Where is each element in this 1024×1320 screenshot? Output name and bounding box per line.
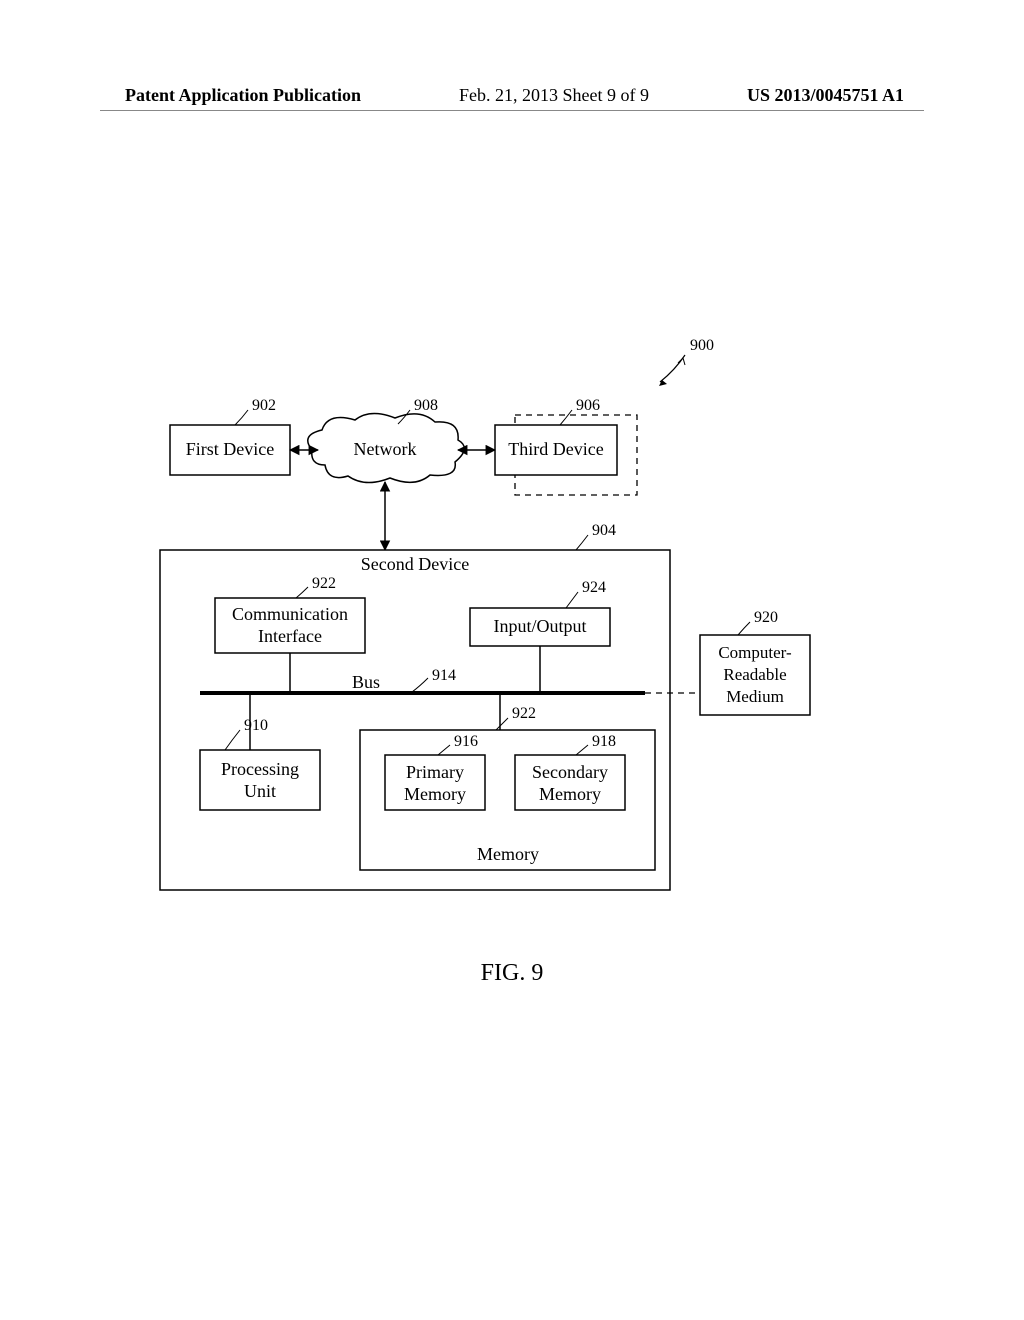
third-device-label: Third Device <box>508 439 603 459</box>
second-device-label: Second Device <box>361 554 469 574</box>
secondary-mem-label1: Secondary <box>532 762 608 782</box>
first-device-label: First Device <box>186 439 274 459</box>
comm-if-label2: Interface <box>258 626 322 646</box>
ref-908: 908 <box>414 397 438 414</box>
ref-924: 924 <box>582 579 606 596</box>
primary-mem-label2: Memory <box>404 784 466 804</box>
io-label: Input/Output <box>494 616 587 636</box>
first-device-node: First Device 902 <box>170 397 290 475</box>
processing-label2: Unit <box>244 781 276 801</box>
comm-if-label1: Communication <box>232 604 348 624</box>
ref-922a: 922 <box>312 575 336 592</box>
page-header: Patent Application Publication Feb. 21, … <box>0 85 1024 106</box>
figure-diagram: 900 First Device 902 Network 908 Third D… <box>100 330 860 910</box>
ref-910: 910 <box>244 717 268 734</box>
ref-904: 904 <box>592 522 616 539</box>
ref-916: 916 <box>454 733 478 750</box>
network-label: Network <box>354 439 417 459</box>
memory-label: Memory <box>477 844 539 864</box>
overall-ref: 900 <box>659 337 714 386</box>
crm-label3: Medium <box>726 687 784 706</box>
header-right: US 2013/0045751 A1 <box>747 85 904 106</box>
processing-label1: Processing <box>221 759 299 779</box>
header-rule <box>100 110 924 111</box>
secondary-mem-label2: Memory <box>539 784 601 804</box>
figure-caption: FIG. 9 <box>0 960 1024 987</box>
header-center: Feb. 21, 2013 Sheet 9 of 9 <box>459 85 649 106</box>
ref-922b: 922 <box>512 705 536 722</box>
ref-918: 918 <box>592 733 616 750</box>
crm-node: Computer- Readable Medium 920 <box>700 609 810 715</box>
ref-906: 906 <box>576 397 600 414</box>
crm-label1: Computer- <box>718 643 792 662</box>
crm-label2: Readable <box>723 665 786 684</box>
header-left: Patent Application Publication <box>125 85 361 106</box>
ref-902: 902 <box>252 397 276 414</box>
primary-mem-label1: Primary <box>406 762 464 782</box>
third-device-node: Third Device 906 <box>495 397 637 495</box>
ref-900: 900 <box>690 337 714 354</box>
network-node: Network 908 <box>308 397 465 483</box>
bus-label: Bus <box>352 672 380 692</box>
ref-920: 920 <box>754 609 778 626</box>
ref-914: 914 <box>432 667 456 684</box>
